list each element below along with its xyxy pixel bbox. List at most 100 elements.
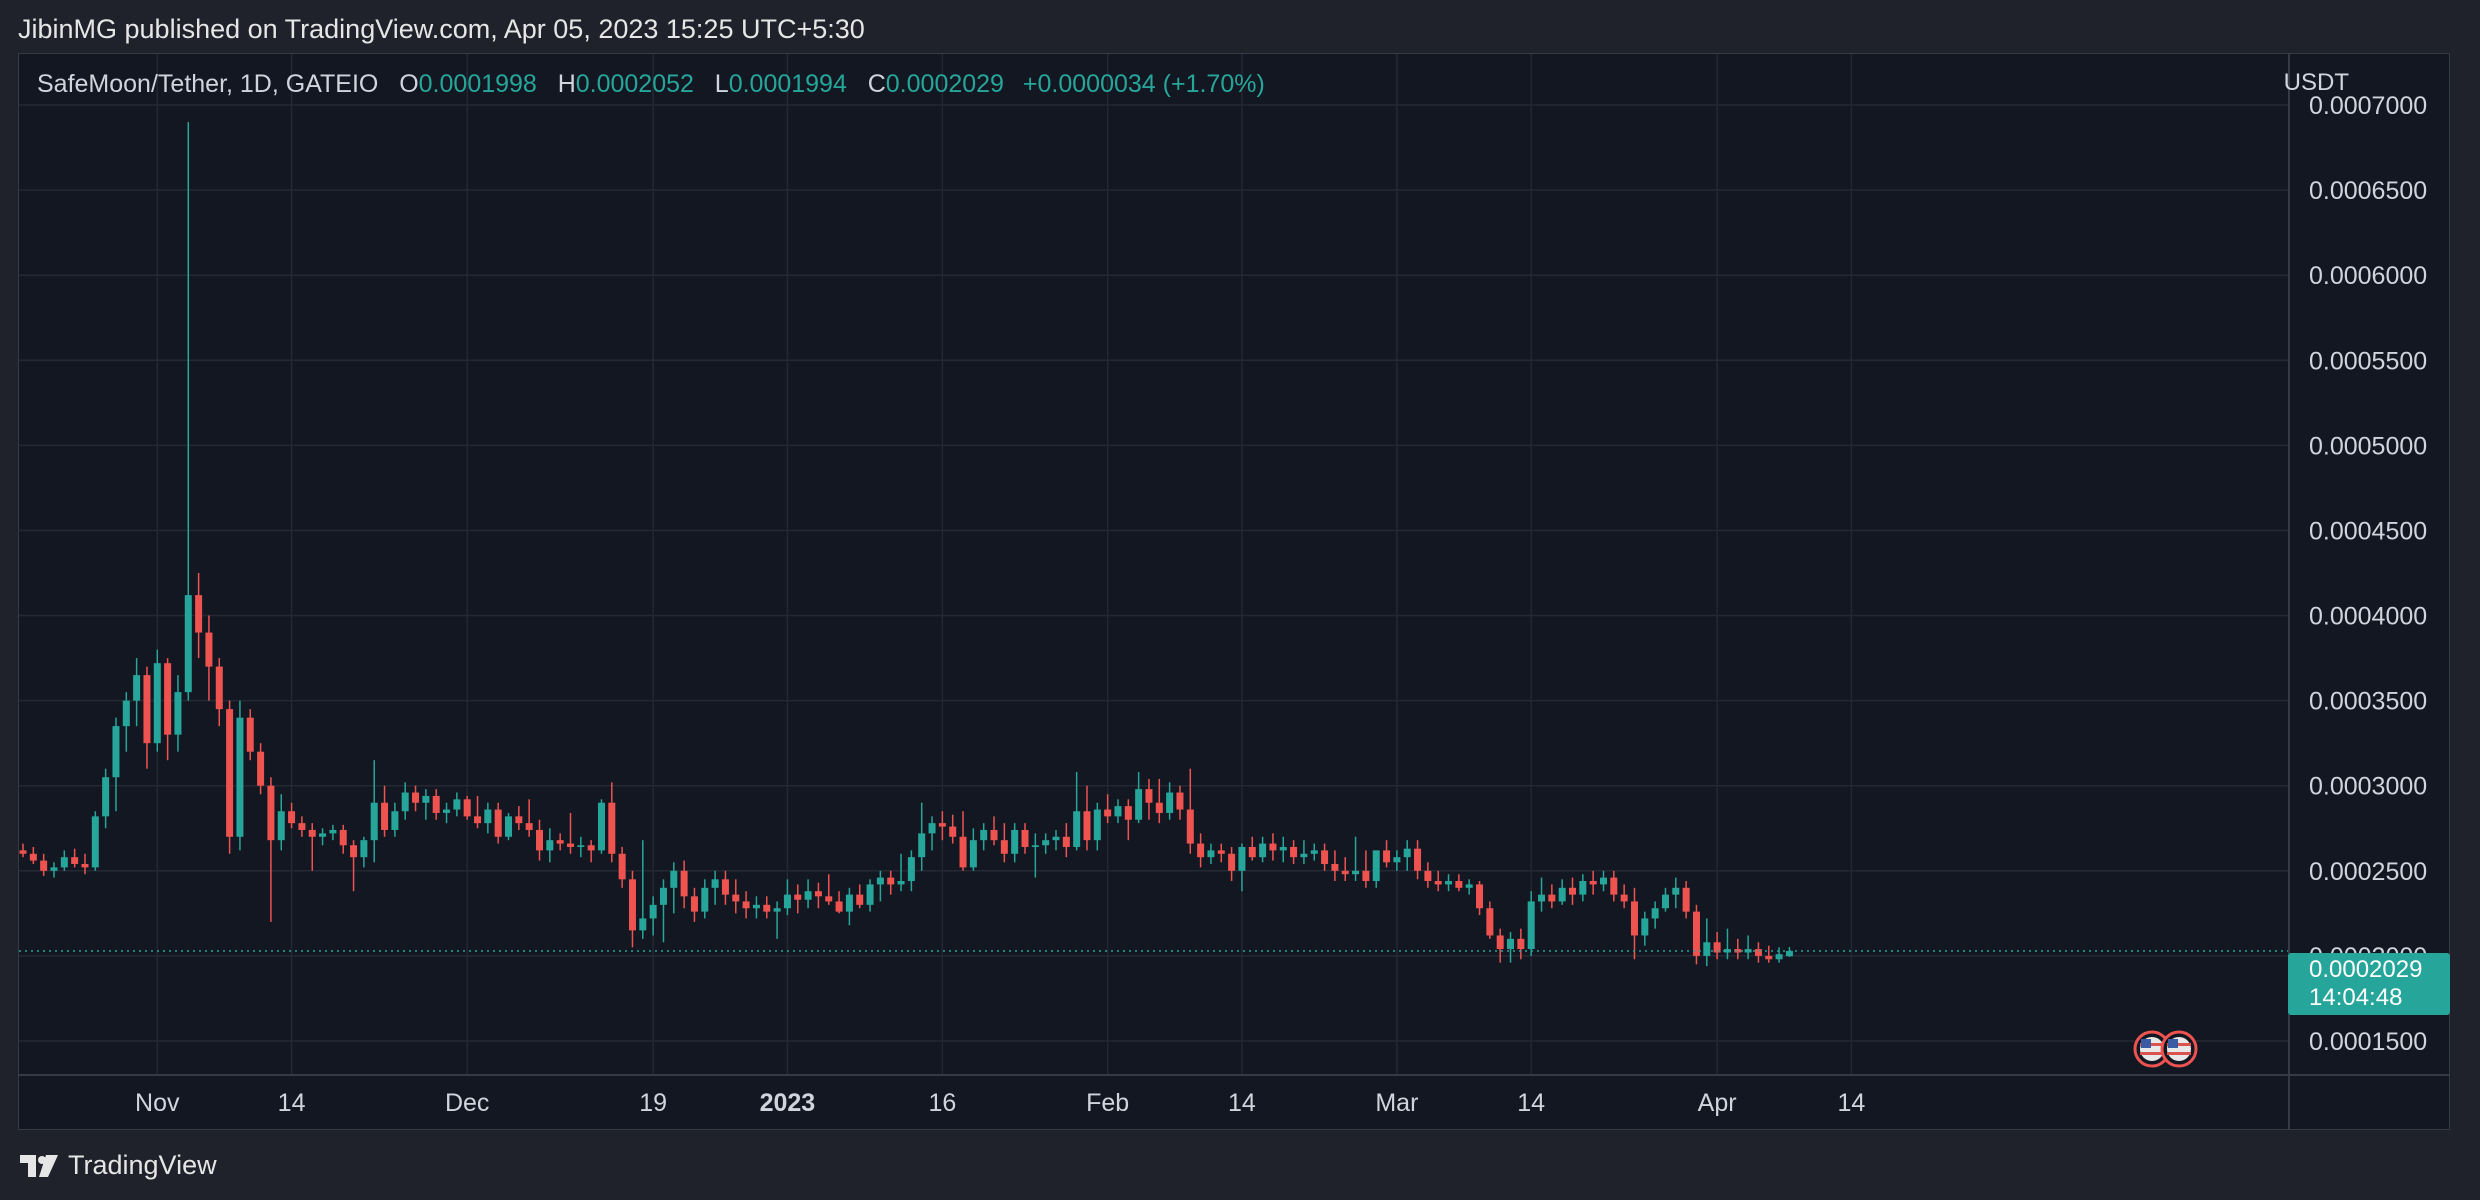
candle-body: [960, 837, 967, 868]
candle: [1022, 823, 1029, 854]
candle: [1083, 786, 1090, 851]
candle-body: [30, 854, 37, 861]
candle: [174, 675, 181, 752]
event-markers[interactable]: [2135, 1032, 2196, 1066]
candle: [1280, 837, 1287, 863]
candle-body: [1022, 830, 1029, 847]
candle: [391, 803, 398, 837]
candle-body: [939, 823, 946, 826]
candle: [1269, 833, 1276, 860]
candle-body: [1486, 908, 1493, 935]
event-flag-canton: [2168, 1039, 2178, 1048]
candle: [71, 849, 78, 868]
candlestick-chart[interactable]: 0.00015000.00020000.00025000.00030000.00…: [19, 54, 2449, 1129]
candle-body: [92, 816, 99, 867]
candle: [360, 837, 367, 868]
candle: [1507, 932, 1514, 963]
candle: [1641, 912, 1648, 946]
candle-body: [1507, 939, 1514, 949]
x-axis-labels[interactable]: Nov 14 Dec 19 2023 16 Feb 14 Mar 14 Apr 14: [135, 1089, 1865, 1117]
candle-body: [1455, 881, 1462, 888]
candle: [1486, 901, 1493, 938]
x-tick-label: 2023: [760, 1089, 816, 1117]
y-tick-label: 0.0004500: [2309, 517, 2427, 545]
currency-label[interactable]: USDT: [2284, 69, 2349, 97]
open-value: 0.0001998: [419, 70, 537, 98]
tradingview-logo[interactable]: TradingView: [20, 1150, 217, 1181]
candle-body: [1445, 881, 1452, 884]
candle: [536, 820, 543, 861]
y-tick-label: 0.0006000: [2309, 262, 2427, 290]
candle-body: [598, 803, 605, 851]
candle: [805, 879, 812, 908]
candle-body: [1228, 854, 1235, 871]
candle: [474, 796, 481, 828]
candle: [1238, 844, 1245, 892]
x-tick-label: 14: [278, 1089, 306, 1117]
candle-body: [1786, 951, 1793, 956]
candle-body: [195, 595, 202, 632]
candle-body: [381, 803, 388, 830]
header: JibinMG published on TradingView.com, Ap…: [0, 0, 2480, 58]
candle-body: [1466, 884, 1473, 887]
candle: [753, 896, 760, 918]
candle-body: [50, 867, 57, 870]
candle-body: [340, 830, 347, 845]
candle: [763, 896, 770, 918]
candle: [1207, 844, 1214, 864]
candle: [1342, 857, 1349, 881]
candle-body: [1331, 864, 1338, 871]
x-tick-label: Dec: [445, 1089, 489, 1117]
candle-body: [815, 891, 822, 896]
candle: [608, 782, 615, 862]
candle-body: [1404, 849, 1411, 858]
candle: [1476, 881, 1483, 915]
candle: [1311, 844, 1318, 861]
candle-body: [836, 901, 843, 911]
candle: [515, 806, 522, 830]
candle: [929, 816, 936, 850]
candle-body: [1176, 793, 1183, 810]
candle-body: [20, 850, 27, 853]
candle-body: [309, 830, 316, 837]
candle: [701, 879, 708, 918]
candle: [1321, 844, 1328, 871]
candle: [619, 847, 626, 888]
candle-body: [908, 857, 915, 881]
candle: [464, 796, 471, 820]
candle-body: [712, 879, 719, 888]
candle-body: [1156, 803, 1163, 813]
candle-body: [701, 888, 708, 912]
candle-body: [1373, 850, 1380, 881]
candle: [443, 803, 450, 823]
candle: [846, 888, 853, 925]
candle-body: [639, 918, 646, 930]
candle-body: [1517, 939, 1524, 949]
candle-body: [929, 823, 936, 833]
candle-body: [660, 888, 667, 905]
candle-body: [257, 752, 264, 786]
candle: [1114, 799, 1121, 823]
candle: [670, 862, 677, 913]
candle-body: [1610, 878, 1617, 895]
candle: [1176, 786, 1183, 820]
high-label: H: [558, 70, 576, 98]
chart-pane[interactable]: 0.00015000.00020000.00025000.00030000.00…: [18, 53, 2450, 1130]
candle-body: [846, 895, 853, 912]
candle: [567, 813, 574, 854]
x-tick-label: 14: [1838, 1089, 1866, 1117]
x-tick-label: Apr: [1698, 1089, 1737, 1117]
candle: [743, 891, 750, 918]
candle: [712, 871, 719, 905]
y-axis-labels[interactable]: 0.00015000.00020000.00025000.00030000.00…: [2309, 92, 2427, 1056]
candle-body: [1383, 850, 1390, 862]
candle: [1166, 782, 1173, 819]
candle-body: [1621, 895, 1628, 902]
candle-body: [743, 901, 750, 908]
candle: [298, 816, 305, 836]
candle-body: [774, 908, 781, 911]
symbol-label[interactable]: SafeMoon/Tether, 1D, GATEIO: [37, 70, 378, 98]
candle-body: [1342, 871, 1349, 874]
candle: [505, 813, 512, 840]
candle-body: [536, 830, 543, 850]
